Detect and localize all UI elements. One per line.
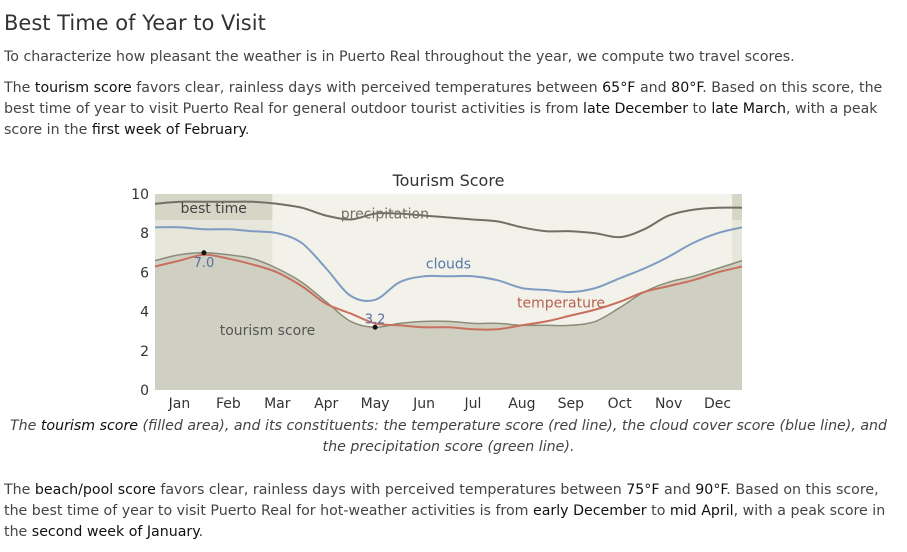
x-tick-label: Aug [508,396,535,412]
x-tick-label: Dec [704,396,731,412]
keyword-end: late March [711,101,786,117]
keyword-max-temp: 80°F [671,80,703,96]
text-run: to [646,503,670,519]
annotation-point-min [372,324,378,330]
text-run: favors clear, rainless days with perceiv… [155,482,627,498]
x-tick-label: Jul [464,396,482,412]
keyword-tourism-score: tourism score [34,80,132,96]
series-label-tourism-score: tourism score [220,323,316,339]
chart-title: Tourism Score [392,171,505,190]
x-tick-label: Feb [216,396,241,412]
text-run: The [4,482,35,498]
text-run: . Based on this score, the best time of … [4,482,879,519]
text-run: . [198,524,204,540]
series-label-temperature: temperature [517,296,605,312]
series-line-clouds [154,226,743,302]
x-tick-label: Mar [264,396,291,412]
keyword-peak: second week of January [31,524,199,540]
y-tick-label: 0 [140,383,149,399]
annotation-label-min: 3.2 [365,312,386,327]
keyword-peak: first week of February [91,122,245,138]
best-time-label: best time [181,201,247,217]
x-tick-label: Sep [558,396,585,412]
text-run: favors clear, rainless days with perceiv… [131,80,603,96]
text-run: . Based on this score, the best time of … [4,80,883,117]
series-line-temperature [154,253,743,331]
x-tick-label: Apr [314,396,338,412]
keyword-max-temp: 90°F [695,482,727,498]
intro-paragraph: To characterize how pleasant the weather… [4,49,795,65]
caption-keyword: tourism score [40,418,139,434]
x-tick-label: Nov [655,396,682,412]
x-tick-label: Jun [412,396,435,412]
keyword-start: late December [583,101,689,117]
text-run: The [4,80,35,96]
text-run: . [244,122,250,138]
labels-group: best time tourism score temperature clouds p… [181,201,605,339]
best-time-header [155,194,273,220]
text-run: to [688,101,712,117]
keyword-end: mid April [669,503,734,519]
series-label-clouds: clouds [426,256,471,272]
series-line-precipitation [154,200,743,239]
text-run: , with a peak score in the [4,101,878,138]
text-run: and [659,482,696,498]
caption-text: The [9,418,41,434]
annotation-label-max: 7.0 [194,256,215,271]
y-tick-label: 6 [140,265,149,281]
caption-text: (filled area), and its constituents: the… [138,418,888,455]
keyword-min-temp: 75°F [626,482,660,498]
x-tick-label: Oct [608,396,633,412]
constituent-lines-group [154,200,743,331]
keyword-min-temp: 65°F [602,80,636,96]
section-title: Best Time of Year to Visit [4,11,266,35]
series-label-precipitation: precipitation [341,207,429,223]
x-tick-label: May [361,396,390,412]
x-tick-label: Jan [168,396,191,412]
keyword-beach-score: beach/pool score [34,482,156,498]
y-tick-label: 8 [140,226,149,242]
chart-caption: The tourism score (filled area), and its… [0,416,897,458]
text-run: and [635,80,672,96]
beach-paragraph: The beach/pool score favors clear, rainl… [4,480,899,543]
axes-group: 0 2 4 6 8 10 Jan Feb Mar Apr May Jun Jul Aug Sep Oct Nov… [131,187,731,412]
y-tick-label: 2 [140,344,149,360]
text-run: , with a peak score in the [4,503,886,540]
tourism-paragraph: The tourism score favors clear, rainless… [4,78,899,141]
annotation-point-max [201,250,207,256]
y-tick-label: 4 [140,305,149,321]
keyword-start: early December [532,503,647,519]
y-tick-label: 10 [131,187,149,203]
